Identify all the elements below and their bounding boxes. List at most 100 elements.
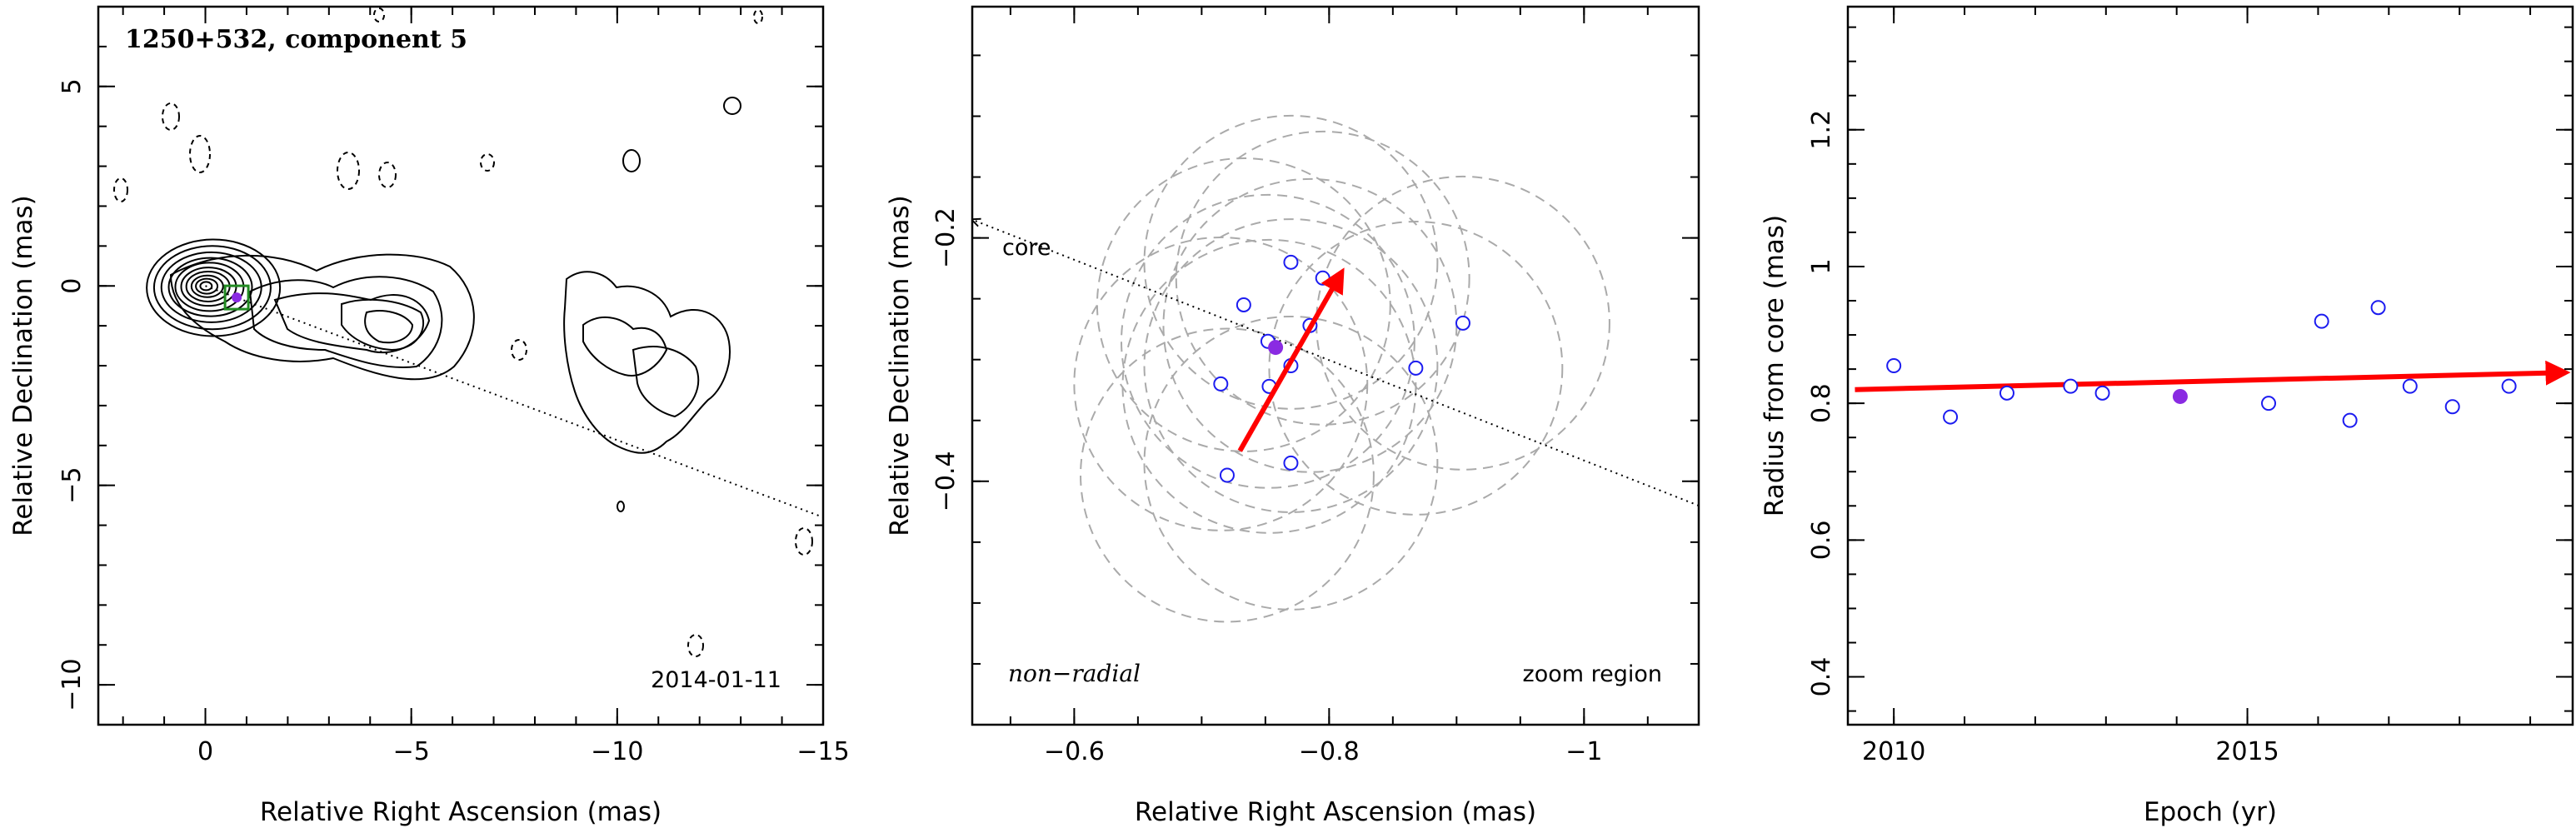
data-point: [1283, 254, 1299, 270]
x-tick-label: −0.6: [1044, 737, 1105, 766]
x-tick-label: −10: [591, 737, 643, 766]
uncertainty-circle: [1143, 218, 1439, 513]
x-axis-title: Epoch (yr): [2144, 797, 2277, 827]
core-contour: [167, 257, 253, 317]
panel-zoom: −0.6 −0.8 −1 −0.2 −0.4 core non−radial zoom …: [885, 5, 1700, 827]
data-point: [1283, 455, 1299, 471]
data-point: [1219, 467, 1235, 483]
date-label: 2014-01-11: [651, 667, 781, 693]
x-tick-label: −15: [796, 737, 849, 766]
component-box: [223, 284, 250, 311]
uncertainty-circle: [1120, 193, 1415, 489]
negative-contour: [378, 162, 397, 188]
highlight-point: [2172, 388, 2188, 404]
y-tick-label: −5: [57, 467, 87, 504]
jet-contour: [273, 292, 431, 354]
jet-contour: [248, 276, 443, 368]
jet-contour: [582, 316, 668, 377]
axis-ticks: 2010 2015 0.4 0.6 0.8 1 1.2: [1807, 7, 2573, 766]
uncertainty-circle: [1143, 114, 1439, 410]
data-point: [2370, 300, 2386, 316]
x-tick-label: 2015: [2215, 737, 2279, 766]
x-tick-label: −1: [1565, 737, 1602, 766]
velocity-arrow: [1237, 267, 1345, 452]
negative-contour: [795, 527, 813, 556]
plot-frame: [1846, 5, 2574, 726]
x-tick-label: −5: [393, 737, 430, 766]
jet-contour: [563, 271, 731, 454]
y-tick-label: 1.2: [1807, 110, 1836, 150]
jet-contour: [364, 310, 414, 344]
core-label: core: [1002, 235, 1051, 261]
x-tick-label: −0.8: [1299, 737, 1360, 766]
trend-arrow: [1855, 360, 2571, 392]
axis-ticks: −0.6 −0.8 −1 −0.2 −0.4: [931, 7, 1699, 766]
negative-contour: [162, 102, 180, 131]
y-tick-label: 1: [1807, 258, 1836, 274]
data-point: [1315, 270, 1330, 286]
panel-radius: 2010 2015 0.4 0.6 0.8 1 1.2 Epoch (yr) Radius …: [1760, 5, 2574, 827]
negative-contour: [113, 177, 128, 202]
y-tick-label: −10: [57, 658, 87, 711]
data-point: [2261, 396, 2277, 412]
data-point: [2063, 378, 2079, 394]
y-tick-label: 0: [57, 278, 87, 294]
uncertainty-circle: [1073, 236, 1369, 531]
y-tick-label: 0.8: [1807, 383, 1836, 423]
jet-contour: [341, 298, 425, 352]
panel-title: 1250+532, component 5: [125, 25, 467, 54]
data-point: [1236, 297, 1251, 312]
negative-contour: [189, 135, 211, 173]
core-contour: [190, 274, 224, 298]
axis-ticks: 0 −5 −10 −15 5 0 −5 −10: [57, 6, 850, 766]
y-axis-title: Relative Declination (mas): [885, 195, 915, 536]
jet-contour: [169, 253, 475, 381]
negative-contour: [511, 339, 527, 361]
y-tick-label: −0.4: [931, 451, 961, 511]
motion-label: non−radial: [1008, 660, 1141, 687]
data-point: [1213, 376, 1229, 392]
x-tick-label: 2010: [1862, 737, 1925, 766]
core-contour: [152, 245, 272, 331]
uncertainty-circle: [1175, 130, 1470, 426]
component-marker: [232, 292, 242, 303]
uncertainty-circles: [1073, 114, 1610, 623]
uncertainty-circle: [1080, 327, 1375, 623]
data-point: [2501, 378, 2517, 394]
negative-contour: [753, 9, 763, 24]
uncertainty-circle: [1268, 220, 1564, 516]
data-point: [1408, 360, 1424, 376]
data-point: [1886, 358, 1902, 373]
jet-contour: [632, 346, 700, 418]
uncertainty-circle: [1143, 315, 1439, 611]
core-contour: [195, 277, 219, 295]
data-point: [1455, 315, 1470, 331]
y-tick-label: 0.6: [1807, 520, 1836, 560]
uncertainty-circle: [1315, 175, 1610, 471]
negative-contour: [373, 7, 385, 22]
data-point: [2342, 412, 2358, 428]
negative-contour: [337, 152, 360, 190]
data-point: [1943, 409, 1959, 425]
x-axis-title: Relative Right Ascension (mas): [1135, 797, 1536, 827]
panel-map: 0 −5 −10 −15 5 0 −5 −10 1250+532, component 5 2…: [8, 5, 850, 827]
y-tick-label: 0.4: [1807, 657, 1836, 697]
plot-frame: [971, 5, 1700, 726]
x-tick-label: 0: [197, 737, 213, 766]
small-contour: [617, 501, 625, 512]
data-point: [2314, 313, 2329, 329]
plot-frame: [97, 5, 825, 726]
negative-contour: [480, 153, 495, 172]
radius-points: [1886, 300, 2517, 428]
small-contour: [622, 149, 641, 172]
negative-contour: [687, 634, 704, 657]
direction-line: [205, 285, 823, 518]
core-contour: [199, 281, 213, 292]
y-axis-title: Relative Declination (mas): [8, 195, 38, 536]
data-point: [2402, 378, 2418, 394]
region-label: zoom region: [1523, 661, 1662, 687]
contour-map: [113, 7, 813, 657]
y-tick-label: 5: [57, 78, 87, 94]
data-point: [2444, 399, 2460, 415]
